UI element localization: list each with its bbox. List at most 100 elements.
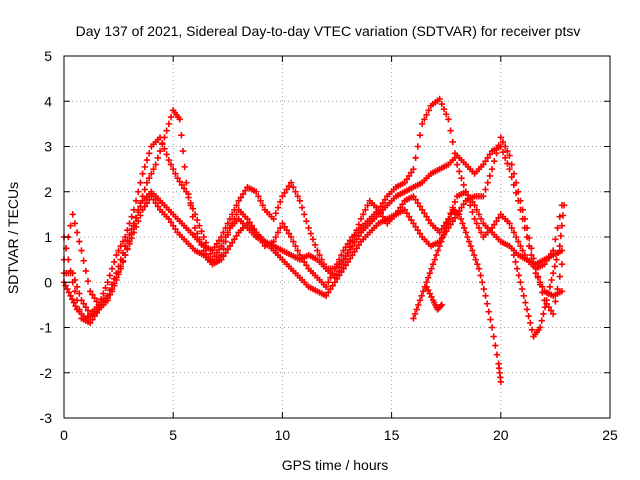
data-point (331, 279, 339, 286)
data-point (405, 213, 413, 220)
data-point (259, 202, 266, 209)
data-point (431, 256, 438, 263)
data-point (231, 236, 238, 243)
data-point (464, 233, 471, 241)
data-point (458, 204, 465, 211)
data-point (281, 223, 288, 231)
data-point (277, 198, 284, 206)
data-point (491, 221, 498, 228)
data-point (456, 211, 463, 218)
data-point (303, 217, 310, 225)
data-point (167, 113, 175, 121)
data-point (351, 248, 358, 255)
data-point (156, 147, 164, 155)
data-point (536, 281, 544, 288)
data-point (416, 203, 424, 210)
data-point (424, 286, 432, 294)
data-point (211, 253, 218, 260)
data-point (294, 247, 301, 254)
data-point (491, 158, 498, 165)
data-point (228, 239, 236, 246)
data-point (194, 230, 201, 237)
data-point (357, 215, 365, 223)
data-point (172, 225, 179, 233)
data-point (235, 197, 242, 204)
data-point (303, 262, 310, 269)
data-point (340, 256, 347, 263)
data-point (487, 316, 494, 323)
data-point (141, 203, 149, 210)
data-point (495, 214, 502, 221)
data-point (322, 292, 330, 300)
data-point (148, 193, 155, 200)
data-point (418, 206, 426, 214)
data-point (342, 262, 349, 269)
data-point (506, 220, 513, 227)
data-point (456, 168, 463, 175)
data-point (401, 179, 408, 186)
data-point (222, 233, 229, 241)
data-point (477, 272, 484, 279)
data-point (525, 234, 533, 242)
data-point (554, 224, 561, 232)
data-point (224, 246, 231, 253)
y-tick-label: 0 (44, 274, 52, 290)
data-point (512, 233, 520, 241)
data-point (527, 319, 534, 327)
data-point (141, 186, 149, 193)
data-point (465, 238, 473, 245)
data-point (213, 249, 221, 257)
data-point (458, 174, 465, 182)
data-point (290, 238, 297, 245)
data-point (460, 181, 467, 189)
data-point (226, 215, 234, 223)
data-point (483, 300, 491, 307)
data-point (355, 221, 363, 228)
data-point (80, 300, 87, 307)
data-point (470, 251, 478, 259)
data-point (115, 268, 122, 276)
data-point (408, 216, 415, 224)
data-point (233, 202, 240, 209)
data-point (298, 204, 306, 211)
data-point (528, 251, 535, 259)
data-point (64, 285, 71, 293)
data-point (346, 255, 354, 262)
data-point (65, 256, 72, 263)
data-point (550, 310, 557, 318)
data-point (314, 247, 321, 254)
data-point (170, 165, 177, 173)
data-point (551, 263, 559, 270)
data-point (493, 217, 500, 225)
data-point (181, 163, 188, 171)
series-trace-6 (423, 283, 446, 313)
data-point (344, 258, 352, 266)
data-point (475, 265, 483, 272)
data-point (272, 233, 280, 241)
data-point (215, 246, 223, 253)
data-point (414, 227, 422, 234)
data-point (335, 272, 343, 279)
data-point (281, 189, 288, 197)
y-tick-label: 3 (44, 139, 52, 155)
data-point (333, 275, 341, 283)
data-point (493, 150, 500, 157)
data-point (226, 242, 234, 250)
data-point (215, 237, 223, 244)
data-point (412, 154, 419, 162)
data-point (121, 233, 129, 241)
data-point (492, 342, 499, 349)
data-point (497, 134, 504, 141)
data-point (471, 202, 478, 209)
data-point (290, 184, 297, 191)
data-point (364, 202, 371, 209)
data-point (360, 211, 367, 218)
data-point (441, 229, 448, 236)
data-point (233, 232, 240, 240)
data-point (176, 178, 183, 185)
data-point (493, 351, 501, 358)
data-point (469, 247, 476, 254)
data-point (141, 163, 149, 171)
data-point (436, 95, 443, 103)
